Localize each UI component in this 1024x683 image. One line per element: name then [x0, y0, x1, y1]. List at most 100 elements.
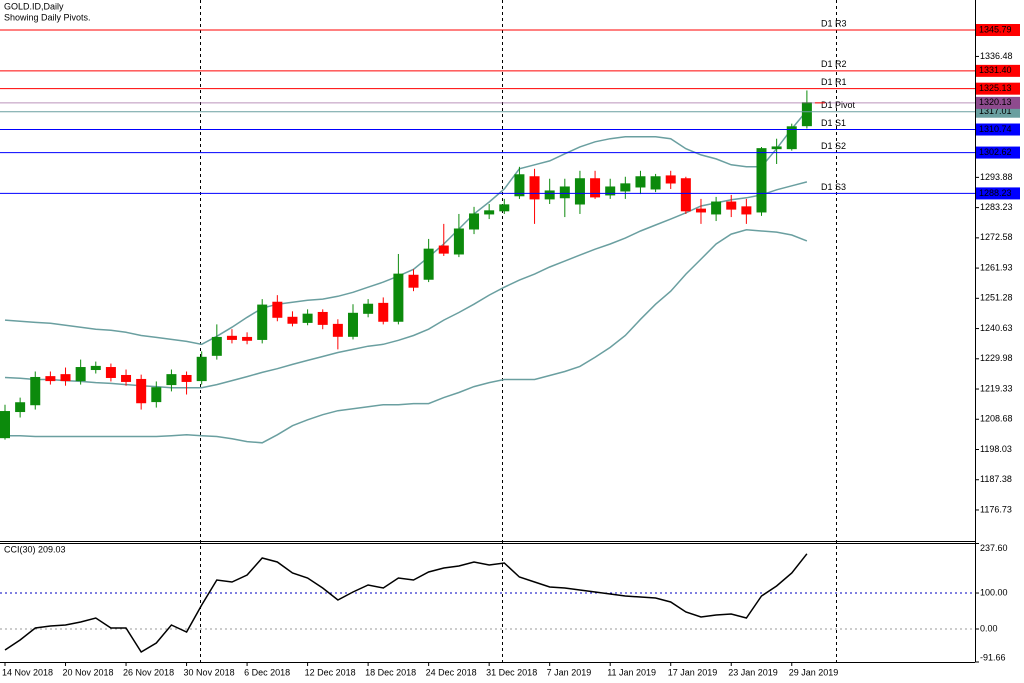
- x-tick-label: 26 Nov 2018: [123, 667, 174, 677]
- candle-body: [287, 316, 298, 324]
- y-tick-label: 0.00: [980, 623, 998, 633]
- pivot-name: D1 S2: [821, 141, 846, 151]
- candle-body: [741, 206, 752, 215]
- pivot-price: 1331.40: [979, 65, 1012, 75]
- indicator-line: [4, 553, 808, 654]
- x-tick-label: 17 Jan 2019: [668, 667, 718, 677]
- candle-body: [771, 146, 782, 150]
- pivot-price: 1288.23: [979, 188, 1012, 198]
- y-tick-label: 1198.03: [980, 444, 1012, 454]
- y-tick-label: 1251.28: [980, 293, 1013, 303]
- candle-body: [211, 336, 222, 356]
- candle-body: [121, 374, 132, 382]
- y-tick-label: 1187.38: [980, 474, 1012, 484]
- pivot-name: D1 Pivot: [821, 100, 856, 110]
- pivot-price: 1317.01: [979, 106, 1012, 116]
- x-tick-label: 29 Jan 2019: [789, 667, 839, 677]
- candle-body: [408, 274, 419, 288]
- pivot-name: D1 R1: [821, 77, 847, 87]
- candle-body: [0, 411, 10, 439]
- indicator-title: CCI(30) 209.03: [4, 544, 66, 554]
- x-tick-label: 18 Dec 2018: [365, 667, 416, 677]
- candle-body: [514, 174, 525, 197]
- y-tick-label: 1208.68: [980, 414, 1013, 424]
- candle-body: [75, 367, 86, 382]
- candle-body: [166, 374, 177, 386]
- y-tick-label: 1219.33: [980, 383, 1013, 393]
- candle-body: [453, 228, 464, 255]
- candle-body: [136, 378, 147, 404]
- candle-body: [302, 313, 313, 323]
- candle-body: [272, 301, 283, 318]
- candle-body: [15, 402, 26, 413]
- y-tick-label: 1240.63: [980, 323, 1013, 333]
- x-tick-label: 14 Nov 2018: [2, 667, 53, 677]
- candle-body: [257, 304, 268, 340]
- candle-body: [242, 336, 253, 341]
- pivot-price: 1345.79: [979, 24, 1012, 34]
- pivot-name: D1 R2: [821, 59, 847, 69]
- x-tick-label: 23 Jan 2019: [728, 667, 778, 677]
- candle-body: [620, 183, 631, 192]
- y-tick-label: 1176.73: [980, 504, 1012, 514]
- candle-body: [151, 387, 162, 403]
- y-tick-label: -91.66: [980, 652, 1006, 662]
- candle-body: [711, 201, 722, 215]
- x-tick-label: 12 Dec 2018: [305, 667, 356, 677]
- candle-body: [469, 213, 480, 230]
- candle-body: [605, 186, 616, 196]
- candle-body: [60, 374, 71, 382]
- period-separators: [200, 0, 837, 662]
- candle-body: [347, 312, 358, 337]
- last-price: 1320.13: [979, 97, 1012, 107]
- candle-body: [726, 201, 737, 210]
- pivot-price-box: [976, 24, 1020, 37]
- candle-body: [499, 204, 510, 212]
- x-tick-label: 7 Jan 2019: [547, 667, 592, 677]
- candle-body: [801, 102, 812, 127]
- candle-body: [786, 126, 797, 150]
- candle-body: [196, 356, 207, 382]
- pivot-name: D1 S3: [821, 182, 846, 192]
- pivot-name: D1 R3: [821, 18, 847, 28]
- candle-body: [363, 303, 374, 314]
- y-tick-label: 237.60: [980, 543, 1008, 553]
- candle-body: [317, 311, 328, 325]
- y-tick-label: 1229.98: [980, 353, 1013, 363]
- y-tick-label: 1293.88: [980, 172, 1013, 182]
- candle-body: [105, 367, 116, 378]
- last-price-box: [976, 96, 1020, 109]
- x-tick-label: 20 Nov 2018: [63, 667, 114, 677]
- y-tick-label: 1283.23: [980, 202, 1013, 212]
- band-upper: [4, 110, 808, 346]
- candle-body: [574, 178, 585, 205]
- x-tick-label: 6 Dec 2018: [244, 667, 290, 677]
- candle-body: [590, 178, 601, 198]
- candle-body: [559, 186, 570, 199]
- pivot-price: 1302.62: [979, 147, 1012, 157]
- band-lower: [5, 229, 808, 444]
- chart-subtitle: Showing Daily Pivots.: [4, 12, 91, 22]
- candle-body: [332, 323, 343, 337]
- candle-body: [529, 176, 540, 200]
- candle-body: [756, 148, 767, 213]
- y-tick-label: 1261.93: [980, 262, 1013, 272]
- x-tick-label: 31 Dec 2018: [486, 667, 537, 677]
- candle-body: [665, 175, 676, 184]
- candle-body: [484, 210, 495, 215]
- chart-title: GOLD.ID,Daily: [4, 1, 64, 11]
- candle-body: [544, 190, 555, 200]
- candle-body: [30, 376, 41, 406]
- candle-body: [650, 176, 661, 190]
- candle-body: [226, 335, 237, 340]
- pivot-name: D1 S1: [821, 118, 846, 128]
- candle-body: [378, 302, 389, 322]
- x-tick-label: 11 Jan 2019: [607, 667, 656, 677]
- candle-body: [90, 365, 101, 371]
- pivot-price: 1310.74: [979, 124, 1012, 134]
- candle-body: [45, 376, 56, 382]
- pivot-price-box: [976, 187, 1020, 200]
- candle-body: [423, 248, 434, 280]
- pivot-price-box: [976, 64, 1020, 77]
